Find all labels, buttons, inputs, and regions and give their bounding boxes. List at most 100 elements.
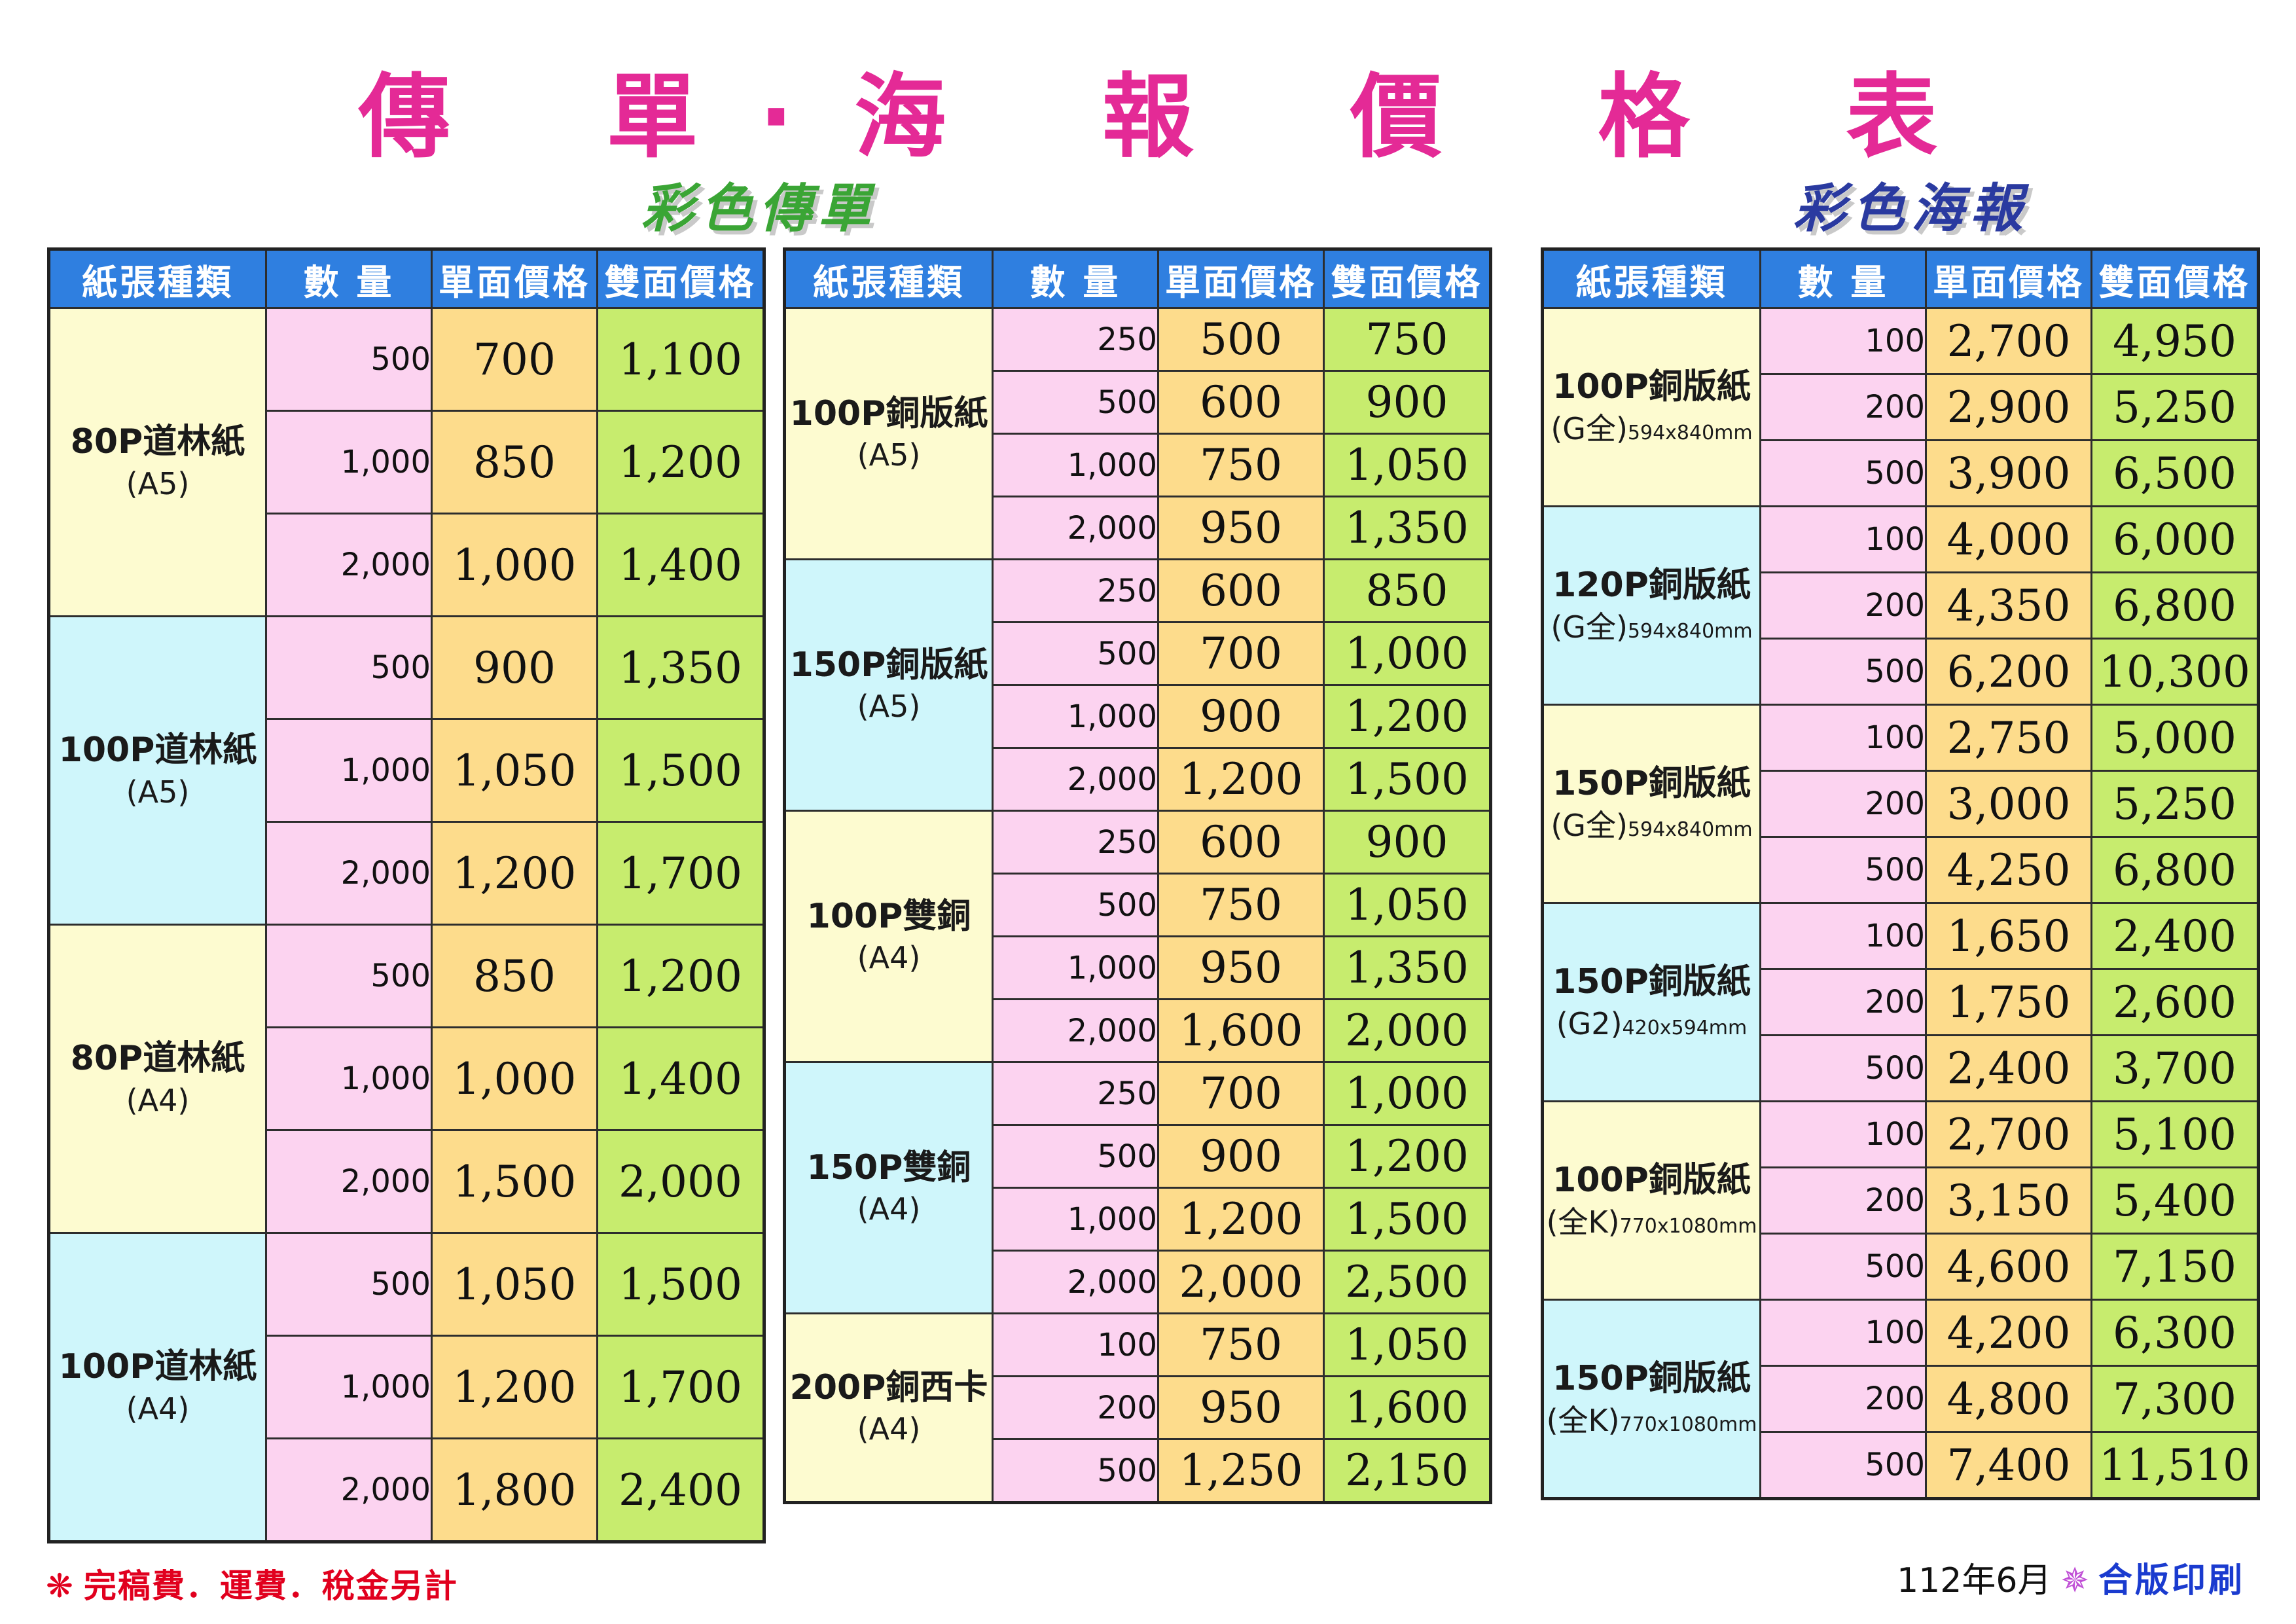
single-price-cell: 600 (1157, 558, 1325, 623)
table-row: 150P銅版紙 (G2)420x594mm 100 1,650 2,400 (1541, 902, 2259, 1102)
table-row: 2,000 1,000 1,400 (49, 513, 765, 617)
paper-dimensions: 420x594mm (1622, 1016, 1748, 1039)
paper-type-cell: 100P銅版紙 (全K)770x1080mm (1541, 1100, 1761, 1301)
paper-type-cell: 80P道林紙 (A4) (48, 924, 267, 1234)
paper-type-cell: 80P道林紙 (A5) (48, 307, 267, 617)
double-price-cell: 6,000 (2090, 505, 2259, 573)
quantity-cell: 100 (1759, 704, 1927, 772)
quantity-cell: 500 (1759, 638, 1927, 706)
quantity-cell: 1,000 (265, 1026, 433, 1131)
poster-price-table: 紙張種類 數 量 單面價格 雙面價格 100P銅版紙 (G全)594x840mm 1… (1541, 247, 2260, 1500)
table-row: 500 700 1,000 (785, 621, 1492, 686)
quantity-cell: 100 (1759, 1299, 1927, 1367)
table-row: 1,000 1,050 1,500 (49, 718, 765, 823)
quantity-cell: 1,000 (265, 1335, 433, 1439)
quantity-cell: 100 (1759, 505, 1927, 573)
double-price-cell: 1,200 (1323, 1124, 1492, 1189)
double-price-cell: 2,600 (2090, 968, 2259, 1036)
paper-type-cell: 100P銅版紙 (A5) (783, 307, 994, 560)
quantity-cell: 500 (1759, 836, 1927, 904)
quantity-cell: 1,000 (265, 410, 433, 514)
paper-type-cell: 150P銅版紙 (G全)594x840mm (1541, 704, 1761, 904)
double-price-cell: 2,000 (1323, 998, 1492, 1063)
single-price-cell: 4,350 (1925, 571, 2092, 640)
quantity-cell: 1,000 (265, 718, 433, 823)
paper-size: (G全)594x840mm (1544, 806, 1759, 846)
single-price-cell: 2,700 (1925, 307, 2092, 375)
single-price-cell: 750 (1157, 1312, 1325, 1377)
paper-size: (G全)594x840mm (1544, 410, 1759, 449)
table-row: 100P銅版紙 (全K)770x1080mm 100 2,700 5,100 (1541, 1100, 2259, 1301)
single-price-cell: 2,000 (1157, 1250, 1325, 1314)
double-price-cell: 1,600 (1323, 1375, 1492, 1440)
table-row: 200 1,750 2,600 (1543, 968, 2259, 1036)
header-double-price: 雙面價格 (596, 248, 765, 309)
double-price-cell: 4,950 (2090, 307, 2259, 375)
quantity-cell: 500 (265, 307, 433, 412)
single-price-cell: 4,000 (1925, 505, 2092, 573)
paper-type-cell: 150P銅版紙 (G2)420x594mm (1541, 902, 1761, 1102)
quantity-cell: 2,000 (992, 747, 1159, 812)
paper-size-label: (A5) (857, 437, 921, 473)
quantity-cell: 250 (992, 558, 1159, 623)
quantity-cell: 1,000 (992, 433, 1159, 497)
single-price-cell: 2,700 (1925, 1100, 2092, 1168)
table-row: 200P銅西卡 (A4) 100 750 1,050 (783, 1312, 1492, 1504)
quantity-cell: 2,000 (265, 821, 433, 926)
quantity-cell: 200 (1759, 770, 1927, 838)
double-price-cell: 850 (1323, 558, 1492, 623)
table-row: 200 3,150 5,400 (1543, 1166, 2259, 1235)
flyer-price-table-right: 紙張種類 數 量 單面價格 雙面價格 100P銅版紙 (A5) 250 500 750 5… (783, 247, 1492, 1504)
paper-size-label: (A5) (126, 774, 190, 810)
single-price-cell: 600 (1157, 810, 1325, 875)
double-price-cell: 5,400 (2090, 1166, 2259, 1235)
double-price-cell: 5,250 (2090, 373, 2259, 441)
quantity-cell: 2,000 (265, 1129, 433, 1234)
quantity-cell: 200 (1759, 373, 1927, 441)
single-price-cell: 2,400 (1925, 1034, 2092, 1102)
double-price-cell: 5,100 (2090, 1100, 2259, 1168)
double-price-cell: 1,350 (1323, 496, 1492, 560)
table-header-row: 紙張種類 數 量 單面價格 雙面價格 (1541, 248, 2259, 309)
paper-size-label: (A4) (857, 940, 921, 976)
table-row: 1,000 1,000 1,400 (49, 1026, 765, 1131)
table-header-row: 紙張種類 數 量 單面價格 雙面價格 (783, 248, 1492, 309)
paper-name: 100P雙銅 (806, 896, 971, 936)
double-price-cell: 1,050 (1323, 873, 1492, 937)
double-price-cell: 1,100 (596, 307, 765, 412)
single-price-cell: 1,750 (1925, 968, 2092, 1036)
table-header-row: 紙張種類 數 量 單面價格 雙面價格 (48, 248, 765, 309)
single-price-cell: 950 (1157, 1375, 1325, 1440)
double-price-cell: 11,510 (2090, 1431, 2259, 1500)
paper-size: (A4) (786, 939, 992, 978)
paper-size-label: (A4) (857, 1411, 921, 1447)
single-price-cell: 2,750 (1925, 704, 2092, 772)
quantity-cell: 500 (265, 1232, 433, 1337)
single-price-cell: 3,000 (1925, 770, 2092, 838)
quantity-cell: 500 (992, 1438, 1159, 1504)
footer-note-text: 完稿費．運費．稅金另計 (83, 1567, 458, 1605)
single-price-cell: 500 (1157, 307, 1325, 372)
paper-name: 150P銅版紙 (1552, 1359, 1751, 1399)
double-price-cell: 2,400 (596, 1437, 765, 1543)
table-row: 2,000 2,000 2,500 (785, 1250, 1492, 1314)
single-price-cell: 1,200 (431, 821, 598, 926)
paper-size: (A5) (786, 436, 992, 475)
header-paper-type: 紙張種類 (1541, 248, 1761, 309)
quantity-cell: 500 (1759, 439, 1927, 507)
paper-name: 150P雙銅 (806, 1147, 971, 1187)
double-price-cell: 7,150 (2090, 1233, 2259, 1301)
table-row: 200 4,800 7,300 (1543, 1365, 2259, 1433)
double-price-cell: 1,050 (1323, 1312, 1492, 1377)
table-row: 150P銅版紙 (A5) 250 600 850 (783, 558, 1492, 812)
double-price-cell: 6,300 (2090, 1299, 2259, 1367)
single-price-cell: 2,900 (1925, 373, 2092, 441)
header-single-price: 單面價格 (1157, 248, 1325, 309)
star-mark-icon: ✵ (2060, 1561, 2089, 1600)
page-title: 傳 單‧海 報 價 格 表 (358, 64, 2000, 171)
paper-name: 100P銅版紙 (1552, 1161, 1751, 1200)
table-row: 1,000 900 1,200 (785, 684, 1492, 749)
quantity-cell: 500 (992, 1124, 1159, 1189)
paper-size-label: (A4) (857, 1191, 921, 1227)
single-price-cell: 3,150 (1925, 1166, 2092, 1235)
